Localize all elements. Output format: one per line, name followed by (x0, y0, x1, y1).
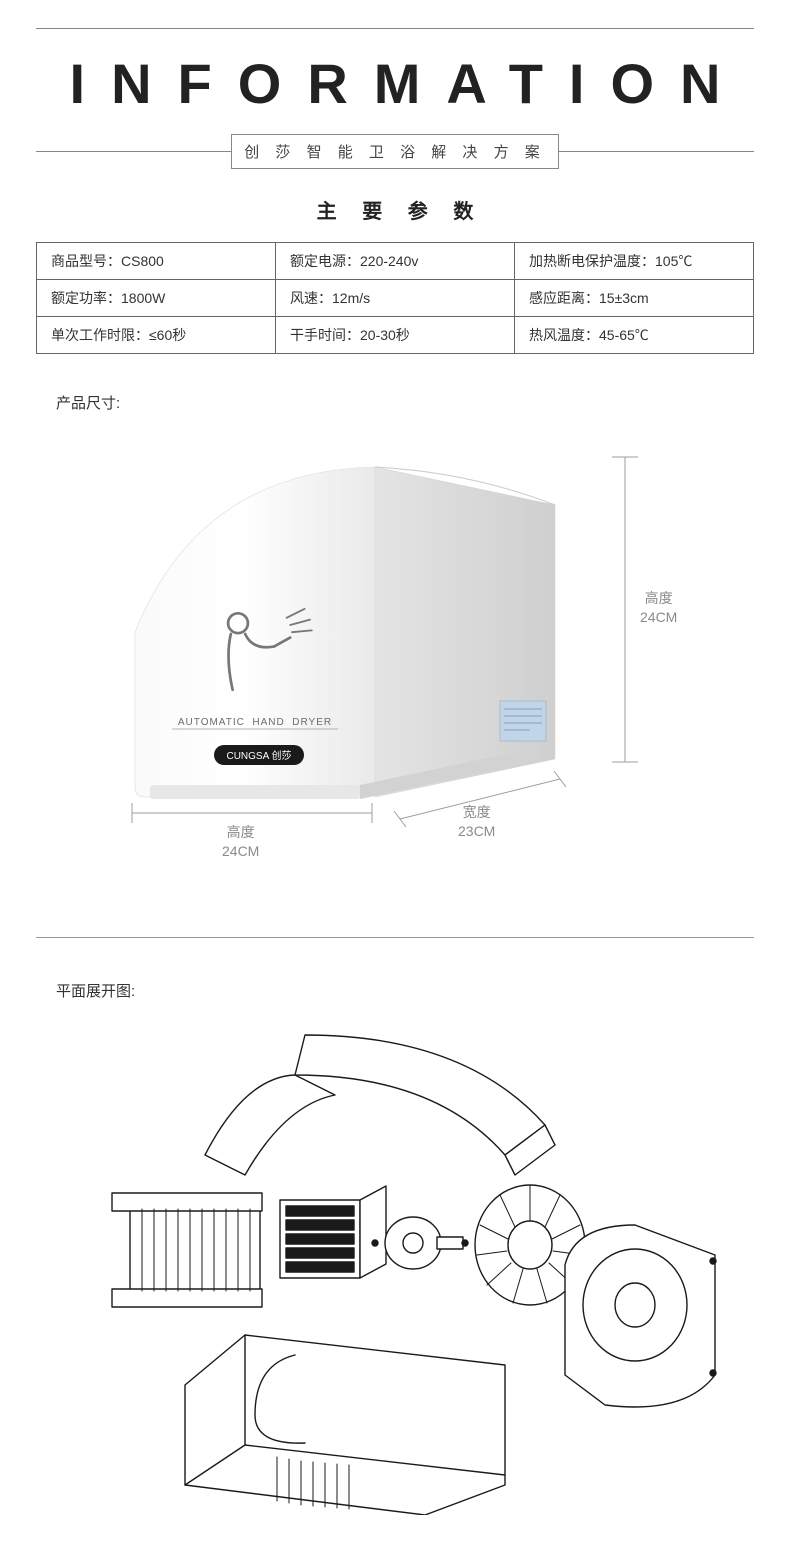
table-row: 商品型号：CS800 额定电源：220-240v 加热断电保护温度：105℃ (37, 243, 754, 280)
section-divider (36, 937, 754, 938)
spec-cell: 单次工作时限：≤60秒 (37, 317, 276, 354)
exploded-svg (45, 1015, 745, 1515)
section-title: 主 要 参 数 (0, 195, 790, 224)
dim-br-title: 宽度 (463, 804, 491, 820)
subtitle-rule-left (36, 151, 231, 152)
table-row: 单次工作时限：≤60秒 干手时间：20-30秒 热风温度：45-65℃ (37, 317, 754, 354)
exploded-view (0, 1015, 790, 1565)
spec-cell: 热风温度：45-65℃ (515, 317, 754, 354)
table-row: 额定功率：1800W 风速：12m/s 感应距离：15±3cm (37, 280, 754, 317)
dim-bl-value: 24CM (222, 843, 259, 859)
dim-br-value: 23CM (458, 823, 495, 839)
spec-cell: 额定功率：1800W (37, 280, 276, 317)
dim-right-title: 高度 (645, 590, 673, 606)
spec-cell: 加热断电保护温度：105℃ (515, 243, 754, 280)
brand-label: CUNGSA 创莎 (226, 749, 291, 762)
spec-cell: 风速：12m/s (276, 280, 515, 317)
spec-table: 商品型号：CS800 额定电源：220-240v 加热断电保护温度：105℃ 额… (36, 242, 754, 354)
subtitle-box: 创 莎 智 能 卫 浴 解 决 方 案 (231, 134, 559, 169)
subtitle-row: 创 莎 智 能 卫 浴 解 决 方 案 (36, 134, 754, 169)
dim-bottom-left: 高度 24CM (222, 823, 259, 861)
dimensions-label: 产品尺寸: (56, 392, 790, 413)
dim-right: 高度 24CM (640, 589, 677, 627)
top-rule (36, 28, 754, 29)
spec-cell: 感应距离：15±3cm (515, 280, 754, 317)
spec-cell: 干手时间：20-30秒 (276, 317, 515, 354)
dim-bl-title: 高度 (227, 824, 255, 840)
product-svg: AUTOMATIC HAND DRYER CUNGSA 创莎 (0, 427, 790, 907)
product-caption: AUTOMATIC HAND DRYER (178, 717, 332, 728)
headline: INFORMATION (28, 51, 762, 116)
product-dimension-figure: AUTOMATIC HAND DRYER CUNGSA 创莎 高度 24CM 高… (0, 427, 790, 907)
subtitle-rule-right (559, 151, 754, 152)
exploded-label: 平面展开图: (56, 980, 790, 1001)
spec-cell: 额定电源：220-240v (276, 243, 515, 280)
dim-bottom-right: 宽度 23CM (458, 803, 495, 841)
spec-cell: 商品型号：CS800 (37, 243, 276, 280)
dim-right-value: 24CM (640, 609, 677, 625)
